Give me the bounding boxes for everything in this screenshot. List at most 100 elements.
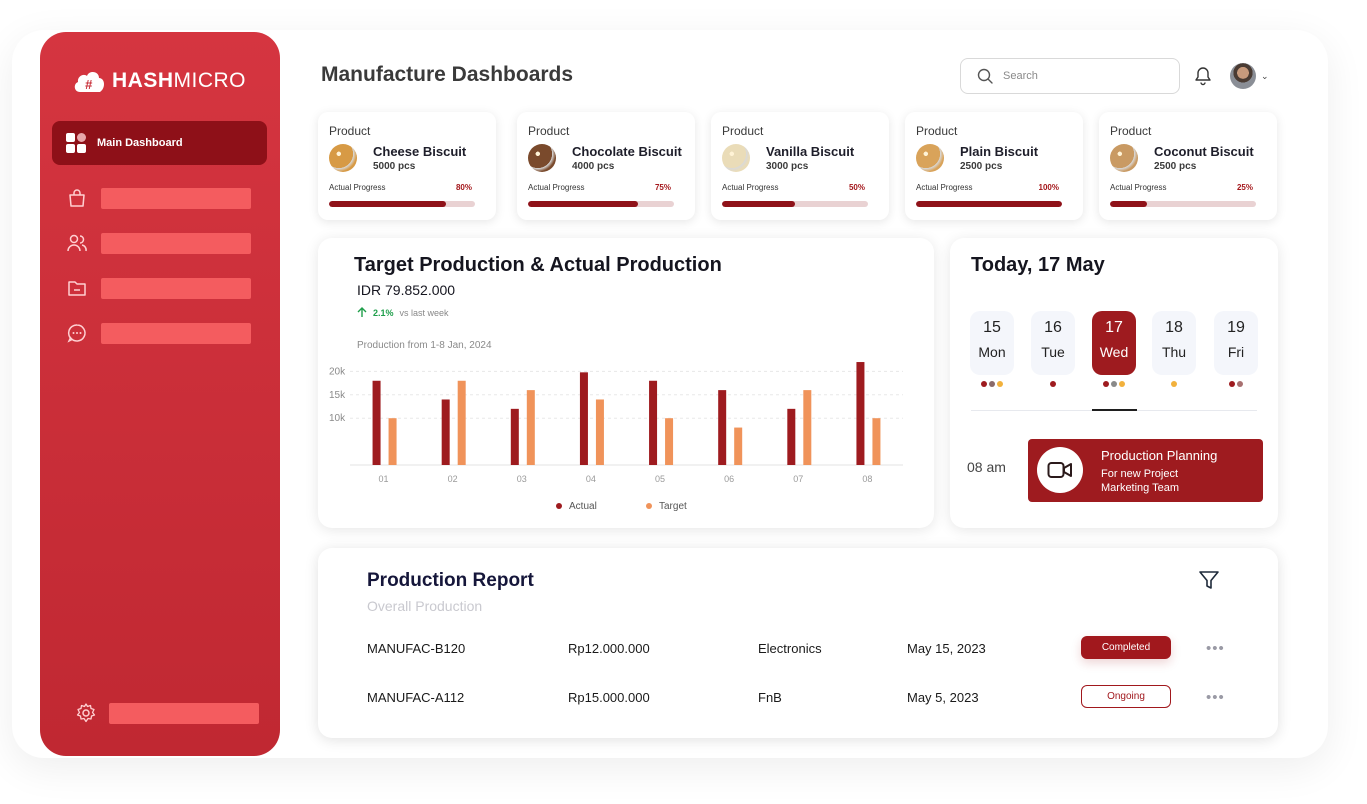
event-title: Production Planning: [1101, 448, 1218, 463]
day-number: 17: [1105, 319, 1123, 336]
logo-text-light: MICRO: [173, 69, 247, 92]
table-row[interactable]: MANUFAC-B120 Rp12.000.000 Electronics May 1…: [318, 634, 1278, 662]
change-suffix: vs last week: [399, 307, 449, 318]
bar-actual: [579, 372, 588, 465]
biscuit-image: [916, 144, 944, 172]
sidebar-item-placeholder: [109, 702, 259, 724]
product-card[interactable]: Product Plain Biscuit 2500 pcs Actual Pr…: [905, 112, 1083, 220]
avatar[interactable]: [1230, 63, 1256, 89]
cell-id: MANUFAC-A112: [367, 690, 465, 705]
sidebar-item-main-dashboard[interactable]: Main Dashboard: [52, 121, 267, 165]
day-number: 16: [1044, 319, 1062, 336]
product-label: Product: [916, 124, 958, 138]
chat-bubble-icon: [67, 324, 86, 343]
event-card[interactable]: Production Planning For new Project Mark…: [1028, 439, 1263, 502]
product-quantity: 3000 pcs: [766, 161, 809, 172]
bar-actual: [510, 408, 519, 465]
cell-id: MANUFAC-B120: [367, 641, 466, 656]
legend-dot: [556, 503, 562, 509]
event-dots: [1050, 381, 1056, 387]
search-input[interactable]: Search: [960, 58, 1180, 94]
progress-bar: [528, 201, 674, 207]
sidebar-item-users[interactable]: [66, 231, 266, 255]
product-card[interactable]: Product Chocolate Biscuit 4000 pcs Actua…: [517, 112, 695, 220]
day-name: Thu: [1161, 344, 1187, 360]
progress-percent: 80%: [455, 183, 472, 192]
progress-percent: 75%: [654, 183, 671, 192]
active-day-underline: [1092, 409, 1137, 411]
biscuit-image: [528, 144, 556, 172]
x-tick-label: 02: [448, 474, 458, 484]
cell-category: Electronics: [758, 641, 822, 656]
x-tick-label: 05: [655, 474, 665, 484]
more-options-icon[interactable]: •••: [1206, 640, 1225, 657]
progress-label: Actual Progress: [528, 183, 585, 192]
sidebar-item-shopping[interactable]: [66, 186, 266, 210]
product-name: Cheese Biscuit: [373, 144, 467, 159]
status-badge: Completed: [1081, 636, 1171, 659]
progress-percent: 50%: [848, 183, 865, 192]
day-number: 18: [1165, 319, 1183, 336]
cell-date: May 5, 2023: [907, 690, 979, 705]
event-dot: [981, 381, 987, 387]
day-number: 15: [983, 319, 1001, 336]
product-quantity: 2500 pcs: [960, 161, 1003, 172]
event-dot: [1103, 381, 1109, 387]
chevron-down-icon[interactable]: ⌄: [1261, 71, 1269, 81]
product-card[interactable]: Product Coconut Biscuit 2500 pcs Actual …: [1099, 112, 1277, 220]
product-quantity: 5000 pcs: [373, 161, 416, 172]
cell-category: FnB: [758, 690, 782, 705]
product-card[interactable]: Product Cheese Biscuit 5000 pcs Actual P…: [318, 112, 496, 220]
gear-icon: [76, 703, 96, 723]
progress-label: Actual Progress: [916, 183, 973, 192]
product-name: Plain Biscuit: [960, 144, 1039, 159]
bar-target: [595, 399, 604, 465]
product-quantity: 2500 pcs: [1154, 161, 1197, 172]
legend-label: Actual: [569, 501, 597, 512]
day-name: Mon: [978, 344, 1006, 360]
product-card[interactable]: Product Vanilla Biscuit 3000 pcs Actual …: [711, 112, 889, 220]
event-dots: [1171, 381, 1177, 387]
sidebar-item-placeholder: [101, 322, 251, 344]
bar-target: [526, 390, 535, 465]
bell-icon[interactable]: [1193, 66, 1213, 86]
sidebar-item-messages[interactable]: [66, 321, 266, 345]
filter-icon[interactable]: [1198, 569, 1220, 591]
more-options-icon[interactable]: •••: [1206, 689, 1225, 706]
calendar-day[interactable]: 17 Wed: [1092, 311, 1136, 375]
progress-percent: 25%: [1236, 183, 1253, 192]
biscuit-image: [722, 144, 750, 172]
x-tick-label: 03: [517, 474, 527, 484]
production-chart-card: Target Production & Actual Production ID…: [318, 238, 934, 528]
event-dots: [1229, 381, 1243, 387]
calendar-day[interactable]: 19 Fri: [1214, 311, 1258, 375]
event-dots: [981, 381, 1003, 387]
event-dot: [989, 381, 995, 387]
report-title: Production Report: [367, 570, 534, 591]
bar-chart: 10k 15k 20k 01 02 03 04 05 06 07 08 Actual Target: [329, 362, 903, 512]
cell-amount: Rp12.000.000: [568, 641, 650, 656]
calendar-day[interactable]: 18 Thu: [1152, 311, 1196, 375]
arrow-up-icon: [357, 307, 367, 317]
progress-fill: [329, 201, 446, 207]
sidebar-item-placeholder: [101, 232, 251, 254]
cell-amount: Rp15.000.000: [568, 690, 650, 705]
progress-label: Actual Progress: [1110, 183, 1167, 192]
event-dot: [1229, 381, 1235, 387]
progress-bar: [329, 201, 475, 207]
bar-target: [665, 418, 674, 465]
day-name: Wed: [1099, 344, 1129, 360]
bar-target: [734, 427, 743, 465]
sidebar-item-placeholder: [101, 187, 251, 209]
calendar-day[interactable]: 16 Tue: [1031, 311, 1075, 375]
sidebar-item-folder[interactable]: [66, 276, 266, 300]
brand-logo[interactable]: # HASH MICRO: [72, 66, 246, 96]
bar-target: [872, 418, 881, 465]
sidebar-item-settings[interactable]: [75, 702, 259, 724]
bar-actual: [787, 408, 796, 465]
chart-amount: IDR 79.852.000: [357, 282, 456, 298]
table-row[interactable]: MANUFAC-A112 Rp15.000.000 FnB May 5, 2023 On…: [318, 683, 1278, 711]
x-tick-label: 01: [379, 474, 389, 484]
calendar-day[interactable]: 15 Mon: [970, 311, 1014, 375]
event-subtitle: For new Project Marketing Team: [1101, 467, 1179, 495]
